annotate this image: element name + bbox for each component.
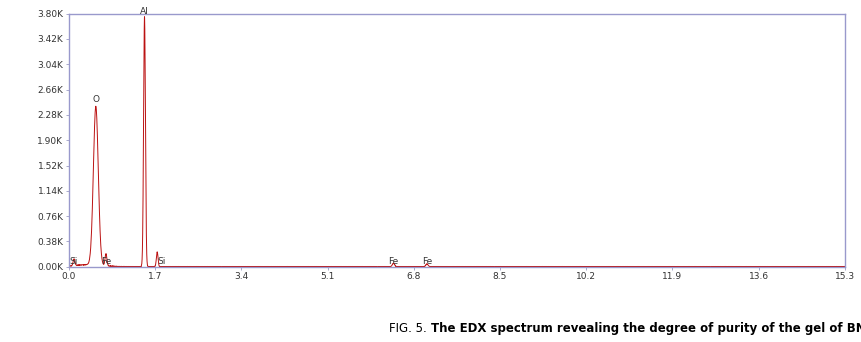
Text: Fe: Fe xyxy=(101,258,111,266)
Text: FIG. 5.: FIG. 5. xyxy=(389,322,430,335)
Text: Si: Si xyxy=(157,258,165,266)
Text: The EDX spectrum revealing the degree of purity of the gel of BN60 dried at 80°C: The EDX spectrum revealing the degree of… xyxy=(430,322,861,335)
Text: O: O xyxy=(92,95,99,104)
Text: Fe: Fe xyxy=(421,258,431,266)
Text: Si: Si xyxy=(70,258,78,266)
Text: Al: Al xyxy=(140,7,149,16)
Text: Fe: Fe xyxy=(388,258,398,266)
